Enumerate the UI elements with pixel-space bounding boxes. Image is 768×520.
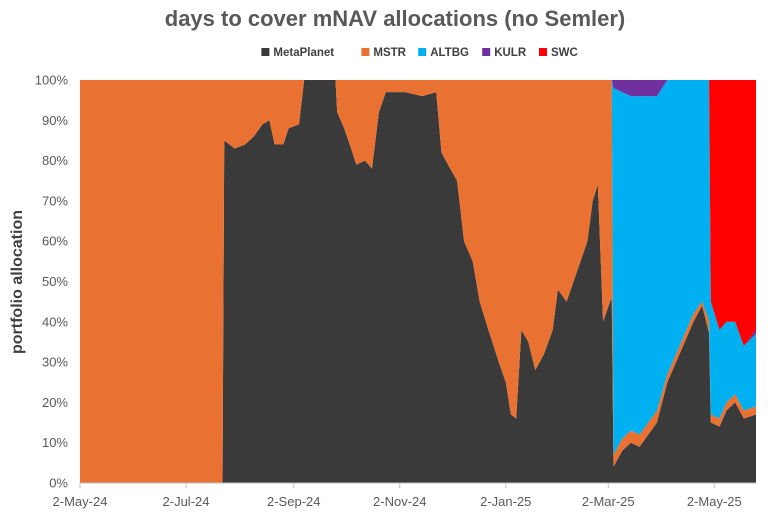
y-tick-label: 90% — [42, 113, 68, 128]
y-tick-label: 10% — [42, 435, 68, 450]
y-tick-label: 80% — [42, 153, 68, 168]
x-tick-label: 2-Mar-25 — [582, 494, 635, 509]
y-tick-label: 0% — [49, 476, 68, 491]
legend-label-kulr: KULR — [494, 47, 527, 59]
legend-swatch-kulr — [482, 48, 491, 56]
plot-area — [80, 80, 756, 484]
chart-title: days to cover mNAV allocations (no Semle… — [165, 6, 626, 31]
legend-swatch-swc — [539, 48, 547, 56]
legend-label-metaplanet: MetaPlanet — [273, 47, 334, 59]
y-tick-label: 20% — [42, 395, 68, 410]
y-tick-label: 50% — [42, 274, 68, 289]
y-tick-label: 30% — [42, 355, 68, 370]
x-tick-label: 2-Jan-25 — [480, 494, 531, 509]
legend-swatch-altbg — [418, 48, 427, 56]
area-metaplanet — [80, 80, 756, 483]
x-axis: 2-May-24 2-Jul-24 2-Sep-24 2-Nov-24 2-Jan-25… — [53, 483, 742, 509]
y-tick-label: 60% — [42, 234, 68, 249]
legend-swatch-metaplanet — [261, 48, 270, 56]
area-mstr — [80, 80, 756, 483]
x-tick-label: 2-Sep-24 — [267, 494, 320, 509]
legend-label-mstr: MSTR — [373, 47, 406, 59]
y-axis-label: portfolio allocation — [9, 210, 26, 354]
x-tick-label: 2-Jul-24 — [163, 494, 210, 509]
y-tick-label: 70% — [42, 193, 68, 208]
area-altbg — [80, 80, 756, 455]
x-tick-label: 2-May-25 — [687, 494, 742, 509]
y-axis: 0% 10% 20% 30% 40% 50% 60% 70% 80% 90% 100% — [35, 73, 69, 491]
x-tick-label: 2-Nov-24 — [373, 494, 426, 509]
legend-swatch-mstr — [361, 48, 370, 56]
y-tick-label: 40% — [42, 314, 68, 329]
legend-label-swc: SWC — [551, 47, 578, 59]
legend-label-altbg: ALTBG — [430, 47, 469, 59]
y-tick-label: 100% — [35, 73, 69, 88]
legend: MetaPlanet MSTR ALTBG KULR SWC — [261, 47, 578, 59]
x-tick-label: 2-May-24 — [53, 494, 108, 509]
